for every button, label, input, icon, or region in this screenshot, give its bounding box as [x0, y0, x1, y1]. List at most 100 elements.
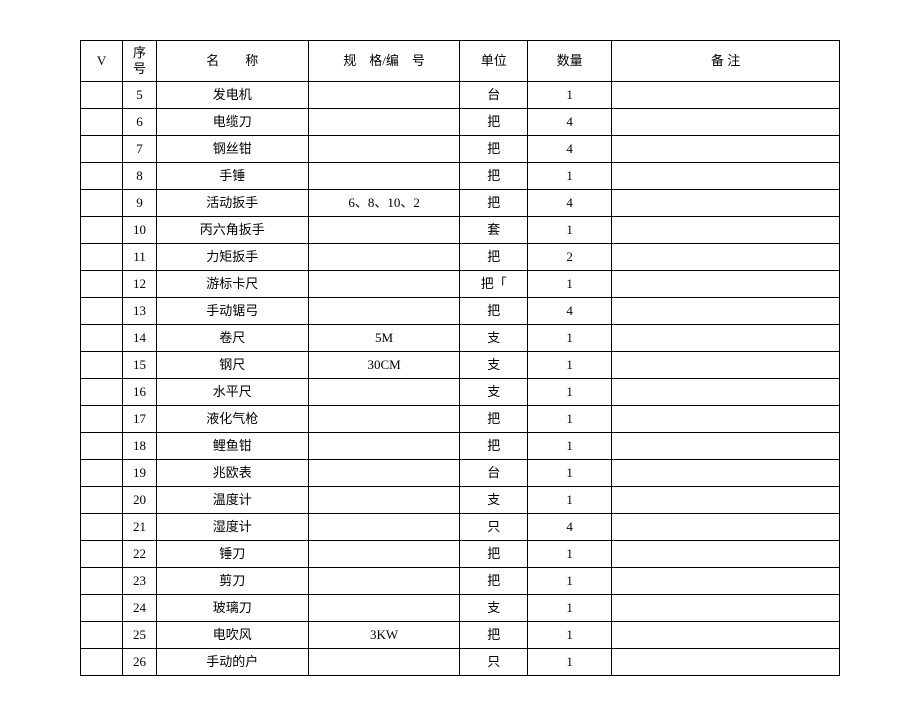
header-spec: 规 格/编 号 — [308, 41, 460, 82]
cell-spec — [308, 514, 460, 541]
table-row: 5发电机台1 — [81, 82, 840, 109]
cell-unit: 支 — [460, 487, 527, 514]
cell-name: 力矩扳手 — [156, 244, 308, 271]
cell-v — [81, 622, 123, 649]
cell-seq: 21 — [123, 514, 157, 541]
cell-unit: 把 — [460, 136, 527, 163]
cell-spec: 30CM — [308, 352, 460, 379]
cell-v — [81, 109, 123, 136]
cell-note — [612, 82, 840, 109]
cell-qty: 1 — [527, 460, 611, 487]
cell-spec — [308, 541, 460, 568]
cell-qty: 4 — [527, 190, 611, 217]
cell-name: 水平尺 — [156, 379, 308, 406]
cell-qty: 1 — [527, 487, 611, 514]
cell-note — [612, 514, 840, 541]
table-row: 6电缆刀把4 — [81, 109, 840, 136]
table-row: 13手动锯弓把4 — [81, 298, 840, 325]
header-v: V — [81, 41, 123, 82]
cell-note — [612, 433, 840, 460]
cell-spec — [308, 298, 460, 325]
cell-seq: 18 — [123, 433, 157, 460]
cell-qty: 1 — [527, 433, 611, 460]
header-qty: 数量 — [527, 41, 611, 82]
table-row: 19兆欧表台1 — [81, 460, 840, 487]
cell-v — [81, 136, 123, 163]
cell-v — [81, 406, 123, 433]
table-row: 25电吹风3KW把1 — [81, 622, 840, 649]
cell-spec — [308, 433, 460, 460]
cell-spec — [308, 217, 460, 244]
cell-v — [81, 190, 123, 217]
cell-spec — [308, 406, 460, 433]
cell-v — [81, 244, 123, 271]
cell-unit: 把 — [460, 541, 527, 568]
cell-v — [81, 379, 123, 406]
cell-name: 电吹风 — [156, 622, 308, 649]
table-row: 8手锤把1 — [81, 163, 840, 190]
cell-v — [81, 271, 123, 298]
cell-name: 钢丝钳 — [156, 136, 308, 163]
table-header: V 序号 名 称 规 格/编 号 单位 数量 备 注 — [81, 41, 840, 82]
cell-v — [81, 325, 123, 352]
cell-note — [612, 352, 840, 379]
cell-spec: 3KW — [308, 622, 460, 649]
cell-note — [612, 379, 840, 406]
cell-note — [612, 568, 840, 595]
header-unit: 单位 — [460, 41, 527, 82]
cell-note — [612, 460, 840, 487]
cell-qty: 1 — [527, 406, 611, 433]
cell-seq: 17 — [123, 406, 157, 433]
cell-qty: 1 — [527, 82, 611, 109]
cell-v — [81, 82, 123, 109]
cell-spec — [308, 136, 460, 163]
cell-seq: 11 — [123, 244, 157, 271]
cell-note — [612, 298, 840, 325]
cell-qty: 1 — [527, 271, 611, 298]
cell-note — [612, 109, 840, 136]
cell-unit: 把 — [460, 406, 527, 433]
cell-name: 手锤 — [156, 163, 308, 190]
cell-name: 丙六角扳手 — [156, 217, 308, 244]
table-row: 18鲤鱼钳把1 — [81, 433, 840, 460]
cell-v — [81, 568, 123, 595]
cell-seq: 8 — [123, 163, 157, 190]
table-row: 16水平尺支1 — [81, 379, 840, 406]
cell-v — [81, 595, 123, 622]
table-row: 20温度计支1 — [81, 487, 840, 514]
cell-unit: 把 — [460, 244, 527, 271]
tool-list-table: V 序号 名 称 规 格/编 号 单位 数量 备 注 5发电机台16电缆刀把47… — [80, 40, 840, 676]
cell-note — [612, 190, 840, 217]
cell-spec — [308, 460, 460, 487]
header-note: 备 注 — [612, 41, 840, 82]
cell-unit: 支 — [460, 325, 527, 352]
cell-seq: 10 — [123, 217, 157, 244]
table-row: 26手动的户只1 — [81, 649, 840, 676]
cell-unit: 只 — [460, 514, 527, 541]
cell-name: 活动扳手 — [156, 190, 308, 217]
cell-unit: 把「 — [460, 271, 527, 298]
cell-seq: 23 — [123, 568, 157, 595]
cell-qty: 4 — [527, 136, 611, 163]
cell-qty: 1 — [527, 379, 611, 406]
cell-note — [612, 217, 840, 244]
cell-seq: 16 — [123, 379, 157, 406]
cell-spec — [308, 379, 460, 406]
cell-qty: 4 — [527, 109, 611, 136]
cell-name: 液化气枪 — [156, 406, 308, 433]
cell-qty: 1 — [527, 622, 611, 649]
cell-name: 手动的户 — [156, 649, 308, 676]
cell-unit: 把 — [460, 163, 527, 190]
cell-unit: 支 — [460, 352, 527, 379]
cell-unit: 只 — [460, 649, 527, 676]
cell-unit: 台 — [460, 82, 527, 109]
cell-unit: 把 — [460, 109, 527, 136]
cell-seq: 12 — [123, 271, 157, 298]
cell-qty: 4 — [527, 298, 611, 325]
cell-name: 游标卡尺 — [156, 271, 308, 298]
cell-qty: 1 — [527, 568, 611, 595]
cell-name: 钢尺 — [156, 352, 308, 379]
cell-note — [612, 136, 840, 163]
cell-seq: 5 — [123, 82, 157, 109]
cell-note — [612, 487, 840, 514]
